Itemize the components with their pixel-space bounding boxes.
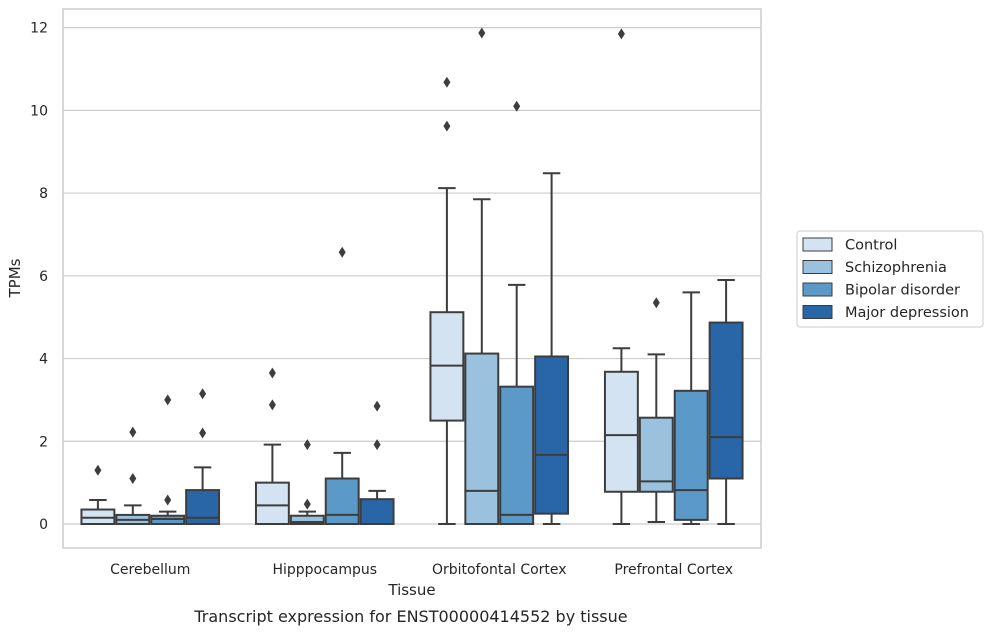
- plot-area-frame: [62, 8, 762, 549]
- series-major-depression: [185, 172, 744, 526]
- outlier-point: [199, 427, 207, 439]
- x-tick-label: Cerebellum: [110, 562, 190, 578]
- box: [185, 489, 221, 526]
- box: [638, 416, 674, 493]
- legend-item: Major depression: [802, 305, 969, 321]
- box: [673, 389, 709, 521]
- y-tick-label: 4: [39, 352, 48, 368]
- outlier-point: [652, 297, 660, 309]
- outlier-point: [164, 394, 172, 406]
- outlier-point: [268, 399, 276, 411]
- x-tick-label: Orbitofontal Cortex: [432, 562, 567, 578]
- y-axis-ticks: 0 2 4 6 8 10 12: [30, 21, 48, 533]
- x-tick-label: Hipppocampus: [272, 562, 377, 578]
- box: [464, 352, 500, 526]
- legend-swatch: [802, 282, 833, 297]
- box: [603, 370, 639, 493]
- y-tick-label: 2: [39, 434, 48, 450]
- legend: Control Schizophrenia Bipolar disorder Majo…: [796, 230, 984, 328]
- outlier-point: [303, 439, 311, 451]
- legend-label: Bipolar disorder: [845, 283, 960, 299]
- y-axis-title: TPMs: [6, 258, 24, 298]
- grid-lines: [63, 27, 761, 525]
- outlier-point: [303, 498, 311, 510]
- y-tick-label: 10: [30, 103, 48, 119]
- outlier-point: [443, 76, 451, 88]
- series-control: [80, 28, 639, 526]
- box: [359, 498, 395, 526]
- legend-label: Major depression: [845, 305, 969, 321]
- outlier-point: [338, 246, 346, 258]
- legend-swatch: [802, 260, 833, 274]
- legend-item: Control: [802, 237, 897, 254]
- outlier-point: [373, 439, 381, 451]
- boxes: [80, 27, 744, 526]
- outlier-point: [129, 426, 137, 438]
- y-tick-label: 6: [39, 269, 48, 285]
- outlier-point: [373, 400, 381, 412]
- legend-label: Schizophrenia: [845, 260, 947, 276]
- box: [534, 355, 570, 515]
- outlier-point: [164, 494, 172, 506]
- outlier-point: [513, 100, 521, 112]
- box: [324, 477, 360, 526]
- outlier-point: [443, 120, 451, 132]
- legend-swatch: [802, 237, 833, 252]
- box: [289, 514, 325, 526]
- box: [80, 508, 116, 526]
- x-tick-label: Prefrontal Cortex: [614, 562, 733, 578]
- chart-title: Transcript expression for ENST0000041455…: [193, 607, 627, 626]
- y-tick-label: 12: [30, 21, 48, 37]
- outlier-point: [478, 27, 486, 39]
- box: [499, 385, 535, 526]
- box: [708, 321, 744, 480]
- outlier-point: [268, 367, 276, 379]
- legend-swatch: [802, 305, 833, 319]
- x-axis-ticks: Cerebellum Hipppocampus Orbitofontal Corte…: [110, 562, 733, 578]
- legend-label: Control: [845, 238, 897, 254]
- legend-item: Schizophrenia: [802, 260, 947, 276]
- outlier-point: [129, 473, 137, 485]
- x-axis-title: Tissue: [387, 581, 435, 599]
- outlier-point: [199, 388, 207, 400]
- outlier-point: [617, 28, 625, 40]
- legend-item: Bipolar disorder: [802, 282, 960, 299]
- y-tick-label: 8: [39, 186, 48, 202]
- y-tick-label: 0: [39, 517, 48, 533]
- series-bipolar-disorder: [150, 100, 709, 526]
- series-schizophrenia: [115, 27, 674, 526]
- outlier-point: [94, 464, 102, 476]
- legend-frame: [796, 230, 984, 328]
- box: [254, 481, 290, 526]
